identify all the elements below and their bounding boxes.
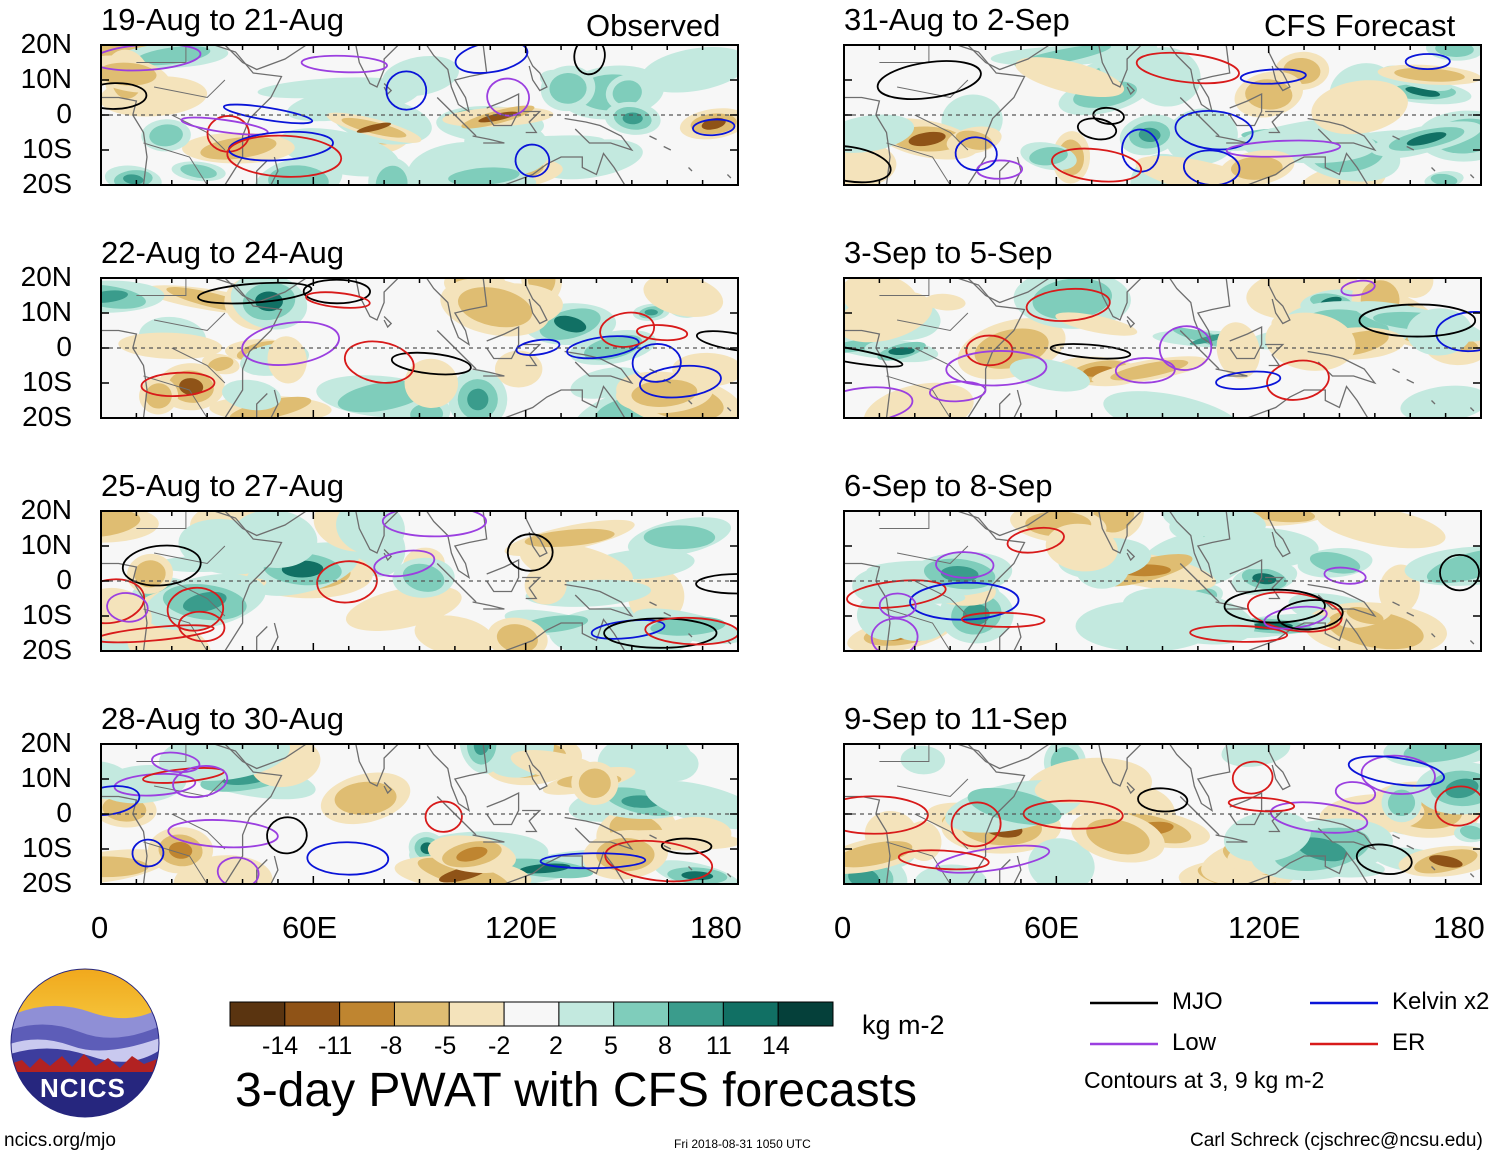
ncics-logo: NCICS — [10, 968, 160, 1118]
lon-label-right-120e: 120E — [1228, 910, 1301, 945]
panel-label-7: 6-Sep to 8-Sep — [844, 468, 1053, 503]
legend-mjo-label: MJO — [1172, 988, 1223, 1015]
colorbar-swatch-10 — [722, 1001, 779, 1027]
legend-kelvin-label: Kelvin x2 — [1392, 988, 1490, 1015]
lon-label-right-0: 0 — [834, 910, 852, 945]
lat-label-row3-4: 20S — [22, 634, 72, 665]
legend-low-label: Low — [1172, 1029, 1217, 1056]
website-link[interactable]: ncics.org/mjo — [4, 1130, 116, 1151]
map-panel-5 — [843, 44, 1482, 186]
map-panel-1 — [100, 44, 739, 186]
lat-label-row1-3: 10S — [22, 133, 72, 164]
colorbar-swatch-3 — [339, 1001, 395, 1027]
colorbar-swatch-6 — [503, 1001, 560, 1027]
lat-label-row3-0: 20N — [20, 494, 72, 525]
colorbar-swatch-11 — [777, 1001, 834, 1027]
lon-label-left-60e: 60E — [282, 910, 338, 945]
cb-tick-1: -14 — [262, 1032, 299, 1060]
cfs-forecast-label: CFS Forecast — [1264, 8, 1456, 43]
map-panel-8 — [843, 743, 1482, 885]
colorbar-swatch-2 — [284, 1001, 341, 1027]
author-credit: Carl Schreck (cjschrec@ncsu.edu) — [1190, 1130, 1483, 1151]
timestamp: Fri 2018-08-31 1050 UTC — [674, 1137, 811, 1151]
map-panel-3 — [100, 510, 739, 652]
lat-label-row1-4: 20S — [22, 168, 72, 199]
colorbar-swatch-8 — [613, 1001, 670, 1027]
lat-label-row2-1: 10N — [20, 296, 72, 327]
lat-label-row3-3: 10S — [22, 599, 72, 630]
cb-tick-6: 2 — [549, 1032, 563, 1060]
colorbar-swatch-5 — [448, 1001, 505, 1027]
panel-label-1: 19-Aug to 21-Aug — [101, 2, 345, 37]
lat-label-row4-1: 10N — [20, 762, 72, 793]
lat-label-row4-4: 20S — [22, 867, 72, 898]
lat-label-row1-0: 20N — [20, 28, 72, 59]
colorbar — [229, 1001, 834, 1027]
map-panel-4 — [100, 743, 739, 885]
panel-label-2: 22-Aug to 24-Aug — [101, 235, 345, 270]
figure-title: 3-day PWAT with CFS forecasts — [235, 1064, 917, 1117]
panel-label-6: 3-Sep to 5-Sep — [844, 235, 1053, 270]
cb-tick-8: 8 — [658, 1032, 672, 1060]
lat-label-row3-1: 10N — [20, 529, 72, 560]
logo-text: NCICS — [40, 1073, 126, 1103]
lat-label-row1-2: 0 — [56, 98, 72, 129]
lon-label-left-0: 0 — [91, 910, 109, 945]
lat-label-row1-1: 10N — [20, 63, 72, 94]
panel-label-5: 31-Aug to 2-Sep — [844, 2, 1070, 37]
lat-label-row2-2: 0 — [56, 331, 72, 362]
colorbar-units: kg m-2 — [862, 1010, 945, 1040]
map-panel-7 — [843, 510, 1482, 652]
lon-label-left-120e: 120E — [485, 910, 558, 945]
lon-label-right-180: 180 — [1433, 910, 1485, 945]
lat-label-row4-3: 10S — [22, 832, 72, 863]
lat-label-row3-2: 0 — [56, 564, 72, 595]
cb-tick-3: -8 — [380, 1032, 403, 1060]
observed-label: Observed — [586, 8, 721, 43]
lat-label-row4-0: 20N — [20, 727, 72, 758]
cb-tick-9: 11 — [706, 1032, 732, 1060]
cb-tick-10: 14 — [762, 1032, 790, 1060]
colorbar-swatch-7 — [558, 1001, 615, 1027]
colorbar-swatch-4 — [393, 1001, 450, 1027]
cb-tick-7: 5 — [604, 1032, 618, 1060]
panel-label-3: 25-Aug to 27-Aug — [101, 468, 345, 503]
lat-label-row2-4: 20S — [22, 401, 72, 432]
colorbar-swatch-9 — [668, 1001, 724, 1027]
cb-tick-2: -11 — [318, 1032, 353, 1060]
cb-tick-5: -2 — [488, 1032, 511, 1060]
lat-label-row2-0: 20N — [20, 261, 72, 292]
lon-label-right-60e: 60E — [1024, 910, 1080, 945]
panel-label-4: 28-Aug to 30-Aug — [101, 701, 345, 736]
legend-note: Contours at 3, 9 kg m-2 — [1084, 1067, 1325, 1093]
panel-label-8: 9-Sep to 11-Sep — [844, 701, 1068, 736]
lat-label-row2-3: 10S — [22, 366, 72, 397]
lat-label-row4-2: 0 — [56, 797, 72, 828]
legend-er-label: ER — [1392, 1029, 1426, 1056]
cb-tick-4: -5 — [434, 1032, 457, 1060]
colorbar-swatch-1 — [229, 1001, 286, 1027]
map-panel-2 — [100, 277, 739, 419]
lon-label-left-180: 180 — [690, 910, 742, 945]
map-panel-6 — [843, 277, 1482, 419]
